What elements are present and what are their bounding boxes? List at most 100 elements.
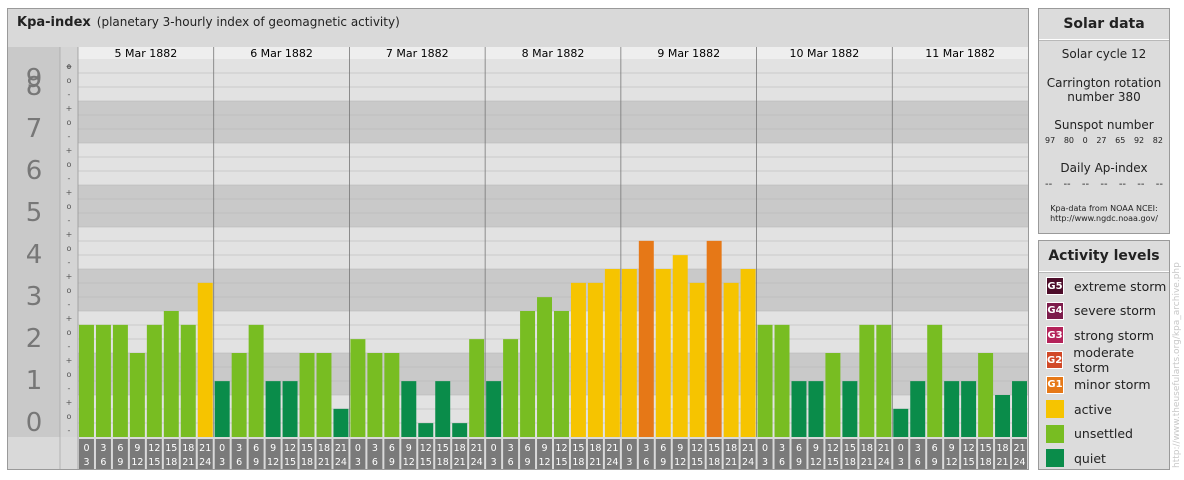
y-tick-label: 4 — [26, 240, 43, 270]
hour-label-start: 21 — [742, 443, 754, 454]
kp-bar — [316, 353, 332, 437]
kp-bar — [774, 324, 790, 437]
kp-bar — [961, 381, 977, 437]
hour-label-box — [774, 439, 790, 469]
hour-label-end: 21 — [454, 457, 466, 468]
y-minor-label: o — [67, 202, 72, 211]
y-tick-label: 8 — [26, 72, 43, 102]
hour-label-end: 15 — [284, 457, 296, 468]
kp-bar — [706, 240, 722, 437]
hour-label-start: 9 — [406, 443, 412, 454]
hour-label-box — [384, 439, 400, 469]
y-minor-label: o — [67, 62, 72, 71]
y-minor-label: o — [67, 160, 72, 169]
day-label: 10 Mar 1882 — [790, 47, 860, 60]
kp-bar — [95, 324, 111, 437]
hour-label-start: 18 — [861, 443, 873, 454]
ap-index-values: -- -- -- -- -- -- -- — [1039, 179, 1169, 190]
hour-label-box — [265, 439, 281, 469]
plot-band — [78, 143, 1028, 185]
y-minor-label: o — [67, 328, 72, 337]
hour-label-start: 18 — [589, 443, 601, 454]
legend-label: moderate storm — [1073, 345, 1135, 376]
solar-data-panel: Solar data Solar cycle 12 Carrington rot… — [1038, 8, 1170, 234]
day-label: 5 Mar 1882 — [114, 47, 177, 60]
kp-bar — [978, 353, 994, 437]
hour-label-start: 18 — [454, 443, 466, 454]
hour-label-end: 6 — [236, 457, 242, 468]
hour-label-box — [961, 439, 977, 469]
legend-label: severe storm — [1074, 303, 1156, 319]
hour-label-start: 6 — [253, 443, 259, 454]
hour-label-end: 21 — [182, 457, 194, 468]
kp-bar — [248, 324, 264, 437]
hour-label-box — [129, 439, 145, 469]
kp-bar — [910, 381, 926, 437]
legend-swatch: G4 — [1046, 301, 1064, 320]
hour-label-end: 24 — [199, 457, 211, 468]
y-minor-label: + — [66, 314, 73, 323]
hour-label-start: 9 — [270, 443, 276, 454]
hour-label-end: 15 — [963, 457, 975, 468]
hour-label-start: 3 — [508, 443, 514, 454]
hour-label-end: 18 — [844, 457, 856, 468]
y-minor-label: o — [67, 118, 72, 127]
kp-bar — [197, 282, 213, 437]
hour-label-box — [876, 439, 892, 469]
hour-label-end: 9 — [253, 457, 259, 468]
kp-bar — [79, 324, 94, 437]
hour-label-start: 12 — [691, 443, 703, 454]
y-minor-label: - — [68, 258, 71, 267]
kp-bar — [486, 381, 502, 437]
kp-bar — [740, 269, 756, 437]
legend-label: active — [1074, 401, 1112, 417]
hour-label-box — [163, 439, 179, 469]
y-minor-label: o — [67, 412, 72, 421]
hour-label-start: 18 — [997, 443, 1009, 454]
hour-label-box — [79, 439, 94, 469]
hour-label-end: 12 — [674, 457, 686, 468]
hour-label-end: 15 — [827, 457, 839, 468]
hour-label-start: 3 — [236, 443, 242, 454]
legend-swatch — [1046, 449, 1064, 468]
hour-label-box — [587, 439, 603, 469]
sunspot-title: Sunspot number — [1054, 118, 1154, 132]
hour-label-box — [944, 439, 960, 469]
kp-bar — [350, 339, 366, 437]
y-minor-label: + — [66, 104, 73, 113]
hour-label-box — [180, 439, 196, 469]
hour-label-end: 24 — [471, 457, 483, 468]
hour-label-box — [367, 439, 383, 469]
y-tick-label: 9 — [26, 64, 43, 94]
ap-value: -- — [1137, 179, 1145, 190]
y-minor-label: + — [66, 230, 73, 239]
y-tick-label: 2 — [26, 324, 43, 354]
ap-value: -- — [1045, 179, 1053, 190]
credit-link[interactable]: http://www.ngdc.noaa.gov/ — [1050, 214, 1158, 223]
hour-label-end: 21 — [318, 457, 330, 468]
hour-label-box — [927, 439, 943, 469]
date-header-row — [78, 47, 1028, 59]
kp-bar — [791, 381, 807, 437]
credit-line-1: Kpa-data from NOAA NCEI: — [1050, 204, 1158, 213]
plot-band — [78, 59, 1028, 101]
hour-label-end: 9 — [525, 457, 531, 468]
legend-item-extreme-storm: G5 extreme storm — [1039, 274, 1169, 299]
hour-label-box — [486, 439, 502, 469]
y-tick-label: 6 — [26, 156, 43, 186]
hour-label-start: 0 — [219, 443, 225, 454]
kp-bar — [570, 282, 586, 437]
hour-label-box — [689, 439, 705, 469]
legend-swatch: G1 — [1046, 375, 1064, 394]
kp-bar — [163, 311, 179, 437]
y-tick-label: 3 — [26, 282, 43, 312]
y-tick-label: 5 — [26, 198, 43, 228]
hour-label-end: 24 — [742, 457, 754, 468]
kp-bar — [231, 353, 247, 437]
hour-label-box — [1012, 439, 1027, 469]
hour-label-end: 3 — [762, 457, 768, 468]
hour-label-end: 18 — [301, 457, 313, 468]
hour-label-start: 6 — [117, 443, 123, 454]
activity-levels-list: G5 extreme storm G4 severe storm G3 strong st… — [1039, 272, 1169, 471]
legend-label: unsettled — [1074, 426, 1133, 442]
